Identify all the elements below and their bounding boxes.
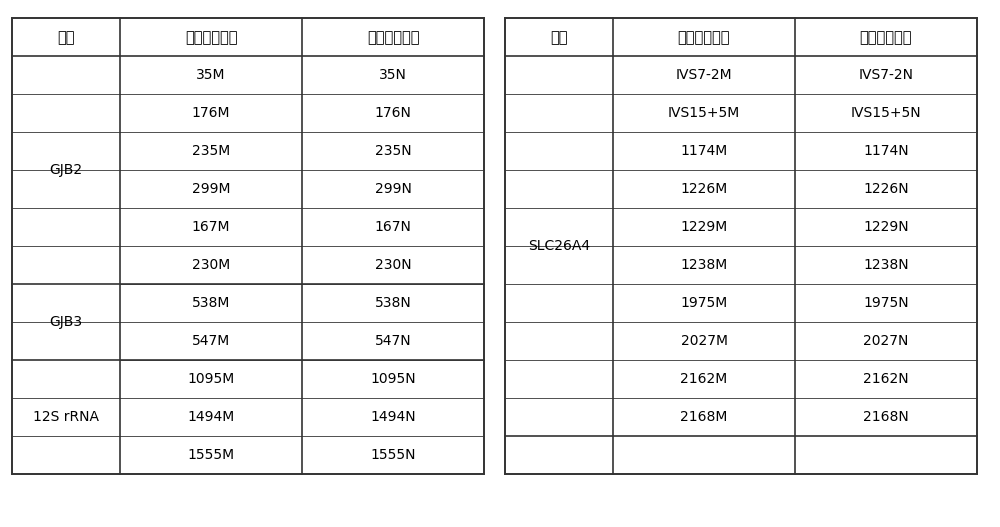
- Text: 299N: 299N: [375, 182, 411, 196]
- Text: 1975M: 1975M: [680, 296, 728, 310]
- Text: 176M: 176M: [192, 106, 230, 120]
- Text: 538N: 538N: [375, 296, 411, 310]
- Text: SLC26A4: SLC26A4: [528, 239, 590, 253]
- Text: 12S rRNA: 12S rRNA: [33, 410, 99, 424]
- Text: 1229M: 1229M: [680, 220, 728, 234]
- Text: 235M: 235M: [192, 144, 230, 158]
- Text: 167N: 167N: [375, 220, 411, 234]
- Text: 基因: 基因: [550, 30, 568, 45]
- Text: 1975N: 1975N: [863, 296, 909, 310]
- Text: 230M: 230M: [192, 258, 230, 272]
- Text: 2027M: 2027M: [680, 334, 728, 348]
- Text: 1226M: 1226M: [680, 182, 728, 196]
- Text: 176N: 176N: [375, 106, 411, 120]
- Text: 1095M: 1095M: [187, 372, 235, 386]
- Text: 1174M: 1174M: [680, 144, 728, 158]
- Text: 突变位点简称: 突变位点简称: [678, 30, 730, 45]
- Bar: [505, 18, 977, 474]
- Text: IVS15+5N: IVS15+5N: [851, 106, 921, 120]
- Bar: [12, 18, 484, 474]
- Text: IVS15+5M: IVS15+5M: [668, 106, 740, 120]
- Text: 1226N: 1226N: [863, 182, 909, 196]
- Text: 1494N: 1494N: [370, 410, 416, 424]
- Text: 1238M: 1238M: [680, 258, 728, 272]
- Text: 2162M: 2162M: [680, 372, 728, 386]
- Text: IVS7-2M: IVS7-2M: [676, 69, 732, 82]
- Text: 547M: 547M: [192, 334, 230, 348]
- Text: 1238N: 1238N: [863, 258, 909, 272]
- Text: 35M: 35M: [196, 69, 226, 82]
- Text: IVS7-2N: IVS7-2N: [858, 69, 913, 82]
- Text: GJB3: GJB3: [49, 315, 83, 329]
- Text: 167M: 167M: [192, 220, 230, 234]
- Text: 235N: 235N: [375, 144, 411, 158]
- Text: 1555M: 1555M: [187, 448, 235, 462]
- Text: 2027N: 2027N: [863, 334, 909, 348]
- Text: 1494M: 1494M: [187, 410, 235, 424]
- Text: 基因: 基因: [57, 30, 75, 45]
- Text: 230N: 230N: [375, 258, 411, 272]
- Text: 正常对照位点: 正常对照位点: [367, 30, 419, 45]
- Text: 突变位点简称: 突变位点简称: [185, 30, 237, 45]
- Text: 2168M: 2168M: [680, 410, 728, 424]
- Text: 1095N: 1095N: [370, 372, 416, 386]
- Text: GJB2: GJB2: [49, 163, 83, 177]
- Text: 1555N: 1555N: [370, 448, 416, 462]
- Text: 2162N: 2162N: [863, 372, 909, 386]
- Text: 2168N: 2168N: [863, 410, 909, 424]
- Text: 1229N: 1229N: [863, 220, 909, 234]
- Text: 538M: 538M: [192, 296, 230, 310]
- Text: 547N: 547N: [375, 334, 411, 348]
- Text: 正常对照位点: 正常对照位点: [860, 30, 912, 45]
- Text: 35N: 35N: [379, 69, 407, 82]
- Text: 299M: 299M: [192, 182, 230, 196]
- Text: 1174N: 1174N: [863, 144, 909, 158]
